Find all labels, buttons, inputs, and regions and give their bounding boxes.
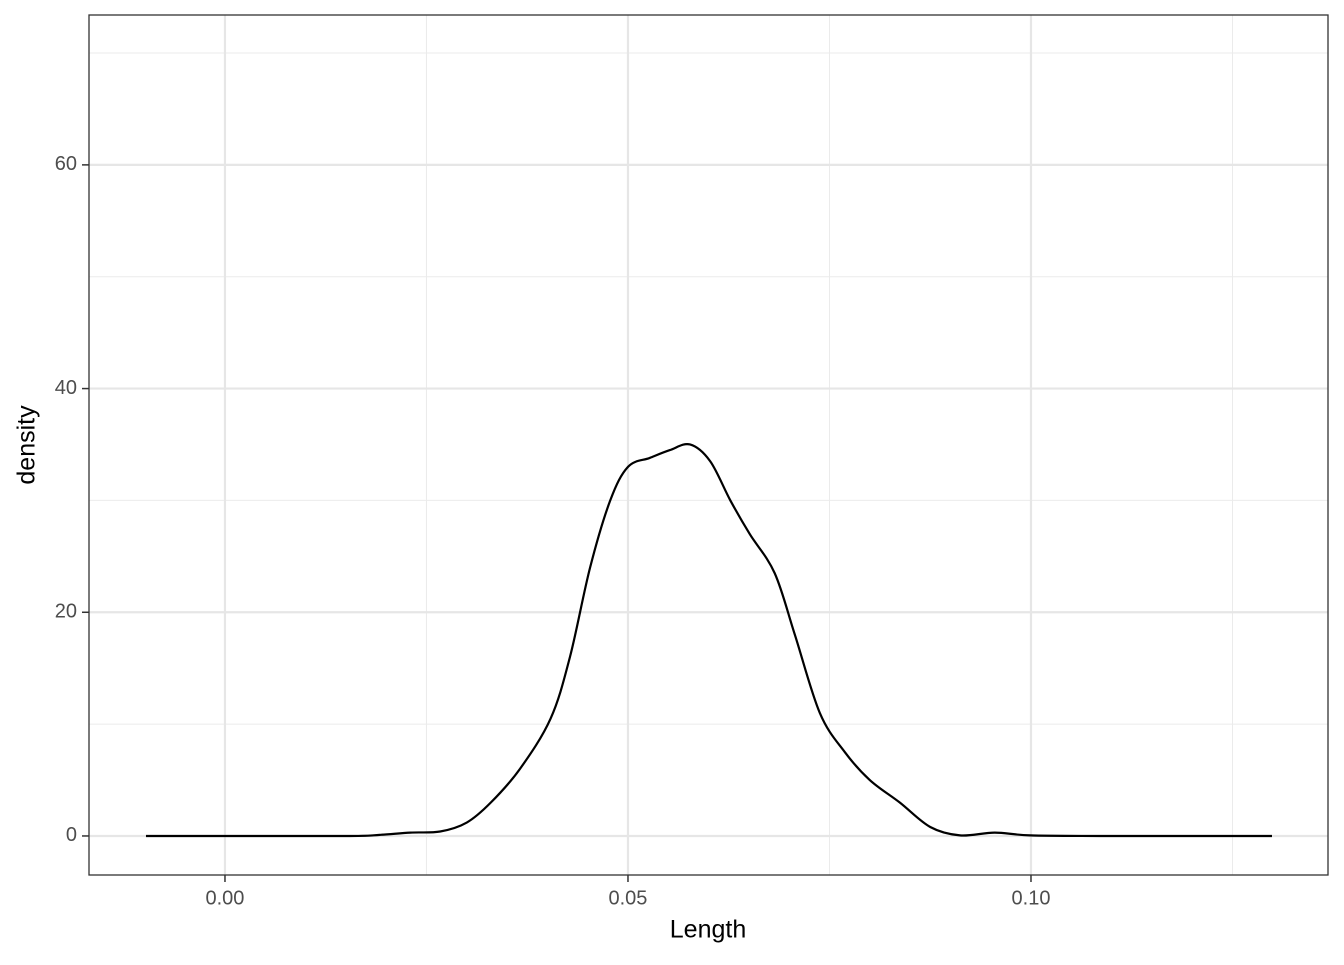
panel-border <box>88 14 1329 876</box>
x-axis-title: Length <box>670 916 746 944</box>
density-line <box>145 443 1272 838</box>
x-tick-label: 0.10 <box>1012 887 1051 909</box>
y-axis-title: density <box>13 405 41 485</box>
x-tick-label: 0.05 <box>609 887 648 909</box>
y-tick-label: 0 <box>66 824 77 846</box>
y-tick-label: 20 <box>55 601 77 623</box>
y-tick-label: 40 <box>55 377 77 399</box>
y-tick-label: 60 <box>55 153 77 175</box>
x-tick-label: 0.00 <box>206 887 245 909</box>
